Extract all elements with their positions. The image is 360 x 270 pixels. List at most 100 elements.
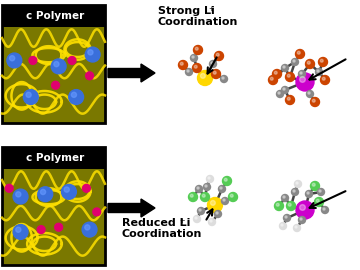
Circle shape: [292, 59, 298, 66]
Circle shape: [54, 62, 59, 67]
Circle shape: [323, 208, 325, 210]
Text: Coordination: Coordination: [158, 17, 238, 27]
Circle shape: [203, 184, 211, 191]
Circle shape: [86, 72, 94, 80]
Circle shape: [221, 197, 229, 204]
Circle shape: [29, 56, 37, 64]
Circle shape: [193, 63, 202, 73]
Circle shape: [216, 212, 218, 214]
Circle shape: [300, 77, 305, 82]
Circle shape: [212, 69, 220, 79]
Circle shape: [194, 215, 201, 222]
Circle shape: [310, 181, 320, 191]
Circle shape: [51, 81, 59, 89]
Circle shape: [194, 46, 202, 55]
Circle shape: [230, 194, 233, 197]
Circle shape: [300, 205, 305, 210]
Circle shape: [208, 177, 210, 179]
Circle shape: [300, 218, 302, 220]
Circle shape: [306, 191, 312, 197]
Circle shape: [201, 193, 210, 201]
Text: $^+$: $^+$: [207, 6, 215, 16]
Circle shape: [318, 188, 324, 195]
Bar: [2, 147, 105, 265]
Circle shape: [220, 76, 228, 83]
Circle shape: [287, 74, 290, 77]
Circle shape: [26, 92, 31, 97]
Circle shape: [284, 214, 291, 221]
Circle shape: [293, 190, 295, 192]
Circle shape: [312, 183, 315, 186]
Circle shape: [296, 73, 314, 91]
Circle shape: [223, 199, 225, 201]
Circle shape: [319, 190, 321, 192]
Circle shape: [283, 88, 285, 90]
Circle shape: [315, 197, 324, 207]
Circle shape: [283, 66, 285, 68]
Circle shape: [190, 55, 198, 62]
Circle shape: [199, 209, 201, 211]
Circle shape: [317, 70, 319, 72]
Circle shape: [293, 60, 295, 62]
Circle shape: [306, 59, 315, 69]
Circle shape: [64, 187, 69, 192]
Text: c Polymer: c Polymer: [26, 11, 85, 21]
Circle shape: [51, 59, 66, 74]
Circle shape: [285, 96, 294, 104]
Circle shape: [210, 60, 216, 68]
Circle shape: [205, 185, 207, 187]
Bar: [2, 147, 105, 169]
Circle shape: [278, 92, 280, 94]
Circle shape: [224, 178, 227, 181]
Circle shape: [195, 47, 198, 50]
Circle shape: [320, 76, 329, 85]
Circle shape: [213, 71, 216, 74]
Circle shape: [189, 193, 198, 201]
Text: Strong Li: Strong Li: [158, 6, 215, 16]
Circle shape: [282, 65, 288, 72]
Circle shape: [294, 181, 302, 187]
Circle shape: [307, 61, 310, 64]
Circle shape: [192, 56, 194, 58]
Circle shape: [285, 216, 287, 218]
Circle shape: [296, 182, 298, 184]
Circle shape: [306, 90, 314, 97]
Circle shape: [37, 226, 45, 234]
Circle shape: [222, 77, 224, 79]
Circle shape: [68, 56, 76, 64]
Circle shape: [274, 71, 277, 74]
Circle shape: [55, 223, 63, 231]
Circle shape: [298, 217, 306, 224]
Circle shape: [320, 59, 323, 62]
Circle shape: [16, 192, 21, 197]
Circle shape: [282, 86, 288, 93]
Circle shape: [215, 52, 224, 60]
Circle shape: [93, 208, 101, 216]
Circle shape: [282, 194, 288, 201]
Circle shape: [71, 92, 77, 97]
Circle shape: [308, 92, 310, 94]
Circle shape: [195, 185, 202, 193]
Text: Coordination: Coordination: [122, 229, 202, 239]
Circle shape: [180, 62, 183, 65]
Circle shape: [310, 97, 320, 106]
Circle shape: [219, 185, 225, 193]
Circle shape: [298, 70, 306, 77]
Circle shape: [276, 203, 279, 206]
Circle shape: [9, 56, 15, 61]
Circle shape: [187, 70, 189, 72]
Circle shape: [201, 73, 205, 78]
Circle shape: [300, 72, 302, 74]
Circle shape: [211, 62, 213, 64]
Bar: [2, 5, 105, 28]
Circle shape: [273, 69, 282, 79]
Polygon shape: [108, 64, 155, 82]
Circle shape: [207, 197, 222, 212]
Circle shape: [211, 201, 215, 205]
Circle shape: [202, 194, 205, 197]
Circle shape: [288, 203, 291, 206]
Circle shape: [185, 69, 193, 76]
Circle shape: [292, 188, 298, 195]
Bar: [2, 5, 105, 123]
Circle shape: [16, 227, 21, 232]
